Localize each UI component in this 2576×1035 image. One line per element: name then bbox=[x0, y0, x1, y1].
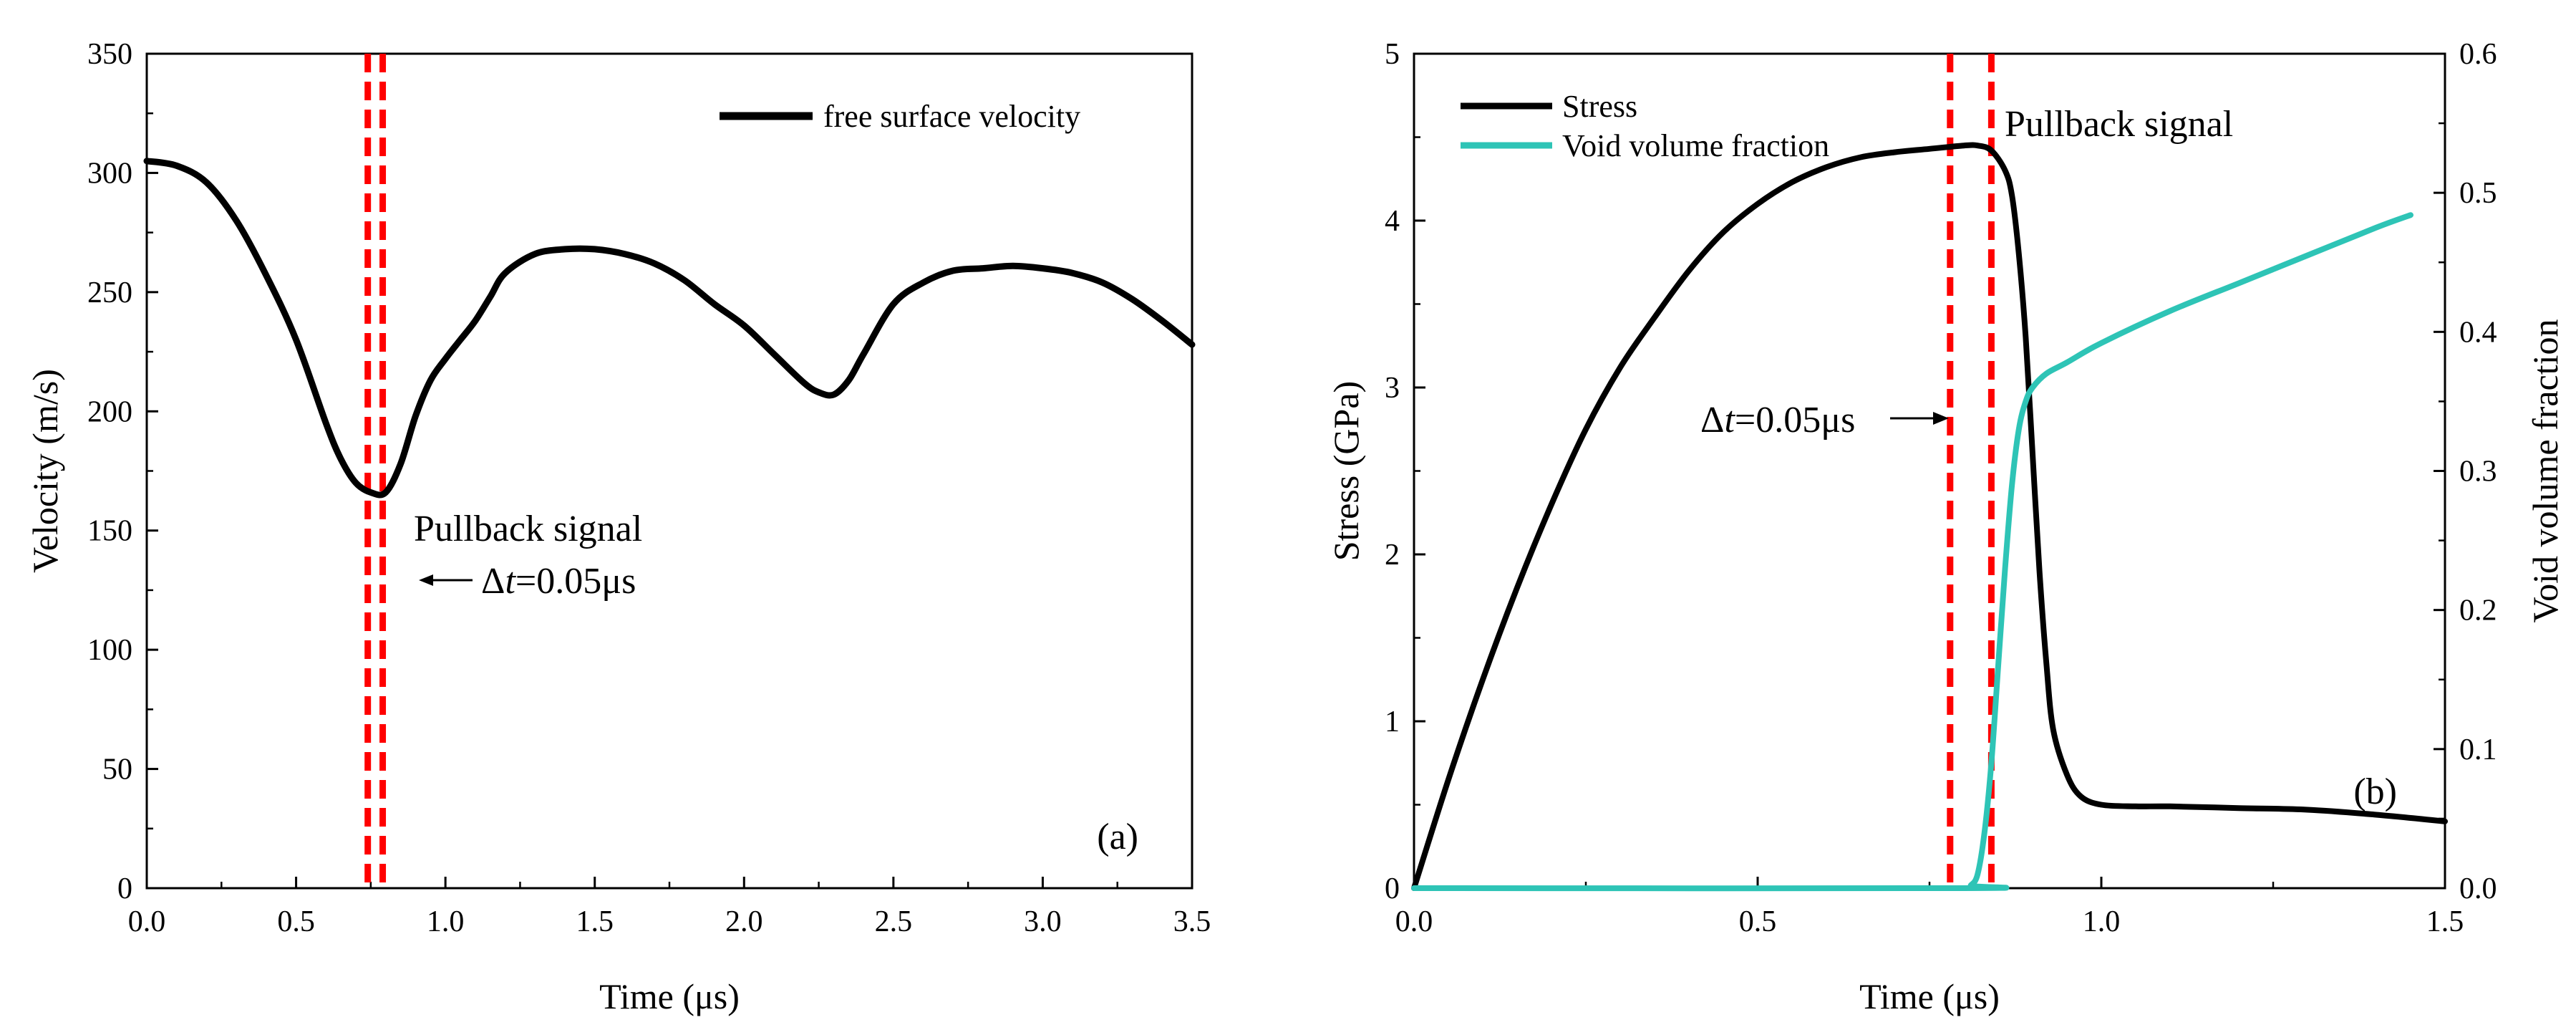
panel-a: 0.0 0.5 1.0 1.5 2.0 2.5 3.0 3.5 0 50 100 150 200 250 3… bbox=[25, 38, 1211, 1016]
y-axis-title-a: Velocity (m/s) bbox=[25, 369, 65, 573]
dt-arrowhead-b bbox=[1933, 412, 1949, 425]
panel-label-a: (a) bbox=[1097, 817, 1138, 857]
x-tick-label-a: 3.5 bbox=[1173, 905, 1211, 938]
void-fraction-line bbox=[1411, 212, 2413, 892]
y2-axis-title-b: Void volume fraction bbox=[2525, 319, 2565, 623]
y2-tick-label-b: 0.6 bbox=[2459, 38, 2497, 71]
dt-label-a: Δt=0.05μs bbox=[481, 561, 636, 602]
pullback-label-b: Pullback signal bbox=[2005, 104, 2233, 145]
y2-tick-label-b: 0.5 bbox=[2459, 177, 2497, 210]
x-tick-label-a: 3.0 bbox=[1024, 905, 1062, 938]
x-tick-label-b: 1.0 bbox=[2083, 905, 2121, 938]
panel-label-b: (b) bbox=[2353, 771, 2397, 812]
panel-b: 0.0 0.5 1.0 1.5 0 1 2 3 4 5 0.0 0.1 0.2 0.3 0.4 0.5 0.6 T… bbox=[1326, 38, 2565, 1016]
dt-label-b-t: t bbox=[1724, 400, 1735, 441]
x-tick-label-a: 2.5 bbox=[875, 905, 913, 938]
y-tick-label-b: 5 bbox=[1385, 38, 1400, 71]
y-tick-label-b: 3 bbox=[1385, 372, 1400, 405]
y-tick-label-b: 0 bbox=[1385, 872, 1400, 905]
stress-line bbox=[1411, 142, 2448, 891]
x-tick-label-b: 1.5 bbox=[2426, 905, 2464, 938]
x-tick-label-a: 0.5 bbox=[277, 905, 315, 938]
y-tick-label-a: 250 bbox=[87, 276, 132, 309]
plot-frame-a bbox=[145, 52, 1193, 890]
y-tick-label-a: 0 bbox=[117, 872, 132, 905]
dt-label-a-value: =0.05μs bbox=[515, 561, 636, 602]
dt-label-a-t: t bbox=[505, 561, 516, 602]
x-axis-title-a: Time (μs) bbox=[599, 976, 740, 1016]
x-tick-label-b: 0.0 bbox=[1395, 905, 1433, 938]
y-tick-label-a: 150 bbox=[87, 515, 132, 548]
y2-tick-label-b: 0.1 bbox=[2459, 733, 2497, 766]
y-tick-label-a: 300 bbox=[87, 157, 132, 190]
x-tick-label-a: 1.5 bbox=[576, 905, 614, 938]
y-tick-label-a: 100 bbox=[87, 634, 132, 667]
dt-label-b: Δt=0.05μs bbox=[1700, 400, 1855, 441]
dt-label-b-value: =0.05μs bbox=[1735, 400, 1855, 441]
legend-label-a: free surface velocity bbox=[823, 99, 1080, 134]
y-tick-label-b: 2 bbox=[1385, 539, 1400, 572]
x-tick-label-a: 2.0 bbox=[725, 905, 763, 938]
dt-label-a-delta: Δ bbox=[481, 561, 505, 602]
y2-tick-label-b: 0.4 bbox=[2459, 316, 2497, 349]
y-tick-label-a: 50 bbox=[102, 754, 132, 786]
y-tick-label-a: 350 bbox=[87, 38, 132, 71]
x-tick-label-b: 0.5 bbox=[1739, 905, 1777, 938]
x-tick-label-a: 1.0 bbox=[427, 905, 465, 938]
y2-tick-label-b: 0.3 bbox=[2459, 456, 2497, 488]
y-tick-label-b: 4 bbox=[1385, 205, 1400, 238]
y2-tick-label-b: 0.2 bbox=[2459, 594, 2497, 627]
dt-label-b-delta: Δ bbox=[1700, 400, 1724, 441]
x-tick-label-a: 0.0 bbox=[128, 905, 166, 938]
y-tick-label-b: 1 bbox=[1385, 706, 1400, 738]
x-axis-title-b: Time (μs) bbox=[1859, 976, 2000, 1016]
y-tick-label-a: 200 bbox=[87, 395, 132, 428]
legend-label-void: Void volume fraction bbox=[1562, 128, 1829, 163]
pullback-label-a: Pullback signal bbox=[414, 509, 642, 549]
series-line-a bbox=[143, 158, 1196, 499]
dt-arrowhead-a bbox=[419, 574, 433, 586]
legend-label-stress: Stress bbox=[1562, 89, 1637, 124]
y-axis-title-b: Stress (GPa) bbox=[1326, 381, 1366, 561]
y2-tick-label-b: 0.0 bbox=[2459, 872, 2497, 905]
